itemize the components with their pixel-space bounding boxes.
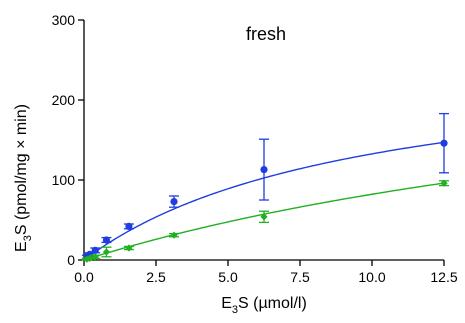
y-tick-label: 0 (67, 252, 75, 268)
chart-title: fresh (246, 24, 286, 44)
data-point (102, 236, 111, 244)
data-point (440, 179, 448, 187)
y-tick-label: 200 (52, 92, 76, 108)
data-point (125, 244, 133, 252)
x-tick-label: 5.0 (218, 269, 238, 285)
data-point (170, 231, 178, 239)
x-tick-label: 0.0 (74, 269, 94, 285)
x-tick-label: 7.5 (290, 269, 310, 285)
data-point (260, 213, 268, 221)
x-tick-label: 10.0 (358, 269, 385, 285)
x-tick-label: 2.5 (146, 269, 166, 285)
data-point (170, 198, 178, 206)
data-point (91, 253, 99, 261)
data-point (125, 222, 133, 230)
data-point (91, 246, 99, 254)
x-axis-label: E3S (µmol/l) (221, 295, 307, 316)
y-tick-label: 100 (52, 172, 76, 188)
y-axis-label: E3S (pmol/mg × min) (13, 104, 34, 252)
series-2 (81, 179, 449, 263)
y-tick-label: 300 (52, 12, 76, 28)
data-point (440, 139, 448, 147)
data-point (102, 248, 111, 256)
data-point (86, 254, 94, 262)
x-tick-label: 12.5 (430, 269, 457, 285)
data-point (260, 166, 268, 174)
series-1 (81, 112, 449, 261)
